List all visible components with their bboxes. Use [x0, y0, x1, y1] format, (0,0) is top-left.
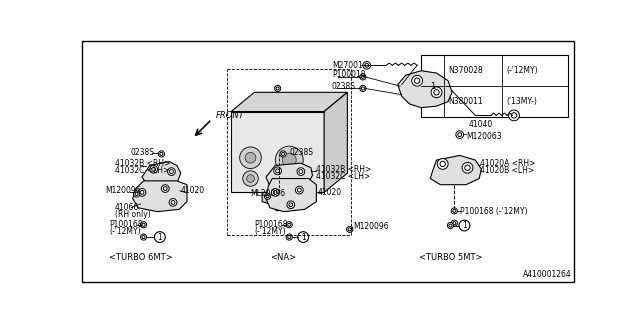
Text: (-'12MY): (-'12MY) [254, 227, 286, 236]
Bar [421, 55, 568, 117]
Circle shape [275, 146, 303, 174]
Text: 1: 1 [462, 221, 467, 230]
Circle shape [456, 131, 463, 139]
Circle shape [246, 175, 254, 182]
Text: 41020: 41020 [317, 188, 341, 197]
Text: (-'12MY): (-'12MY) [109, 227, 141, 236]
Circle shape [462, 162, 473, 173]
Text: 41032B <RH>: 41032B <RH> [316, 165, 372, 174]
Text: 1: 1 [430, 82, 435, 91]
Text: 0238S: 0238S [131, 148, 154, 157]
Text: N380011: N380011 [448, 97, 483, 106]
Text: M120096: M120096 [105, 186, 140, 195]
Polygon shape [266, 179, 316, 212]
Circle shape [297, 168, 305, 175]
Text: A410001264: A410001264 [523, 270, 572, 279]
Circle shape [437, 158, 448, 169]
Circle shape [134, 191, 140, 197]
Circle shape [451, 208, 458, 214]
Text: 41040: 41040 [469, 120, 493, 129]
Text: P100168: P100168 [109, 220, 143, 229]
Polygon shape [142, 162, 180, 188]
Polygon shape [132, 181, 187, 212]
Circle shape [447, 222, 454, 228]
Text: FRONT: FRONT [216, 111, 244, 120]
Circle shape [150, 165, 157, 173]
Circle shape [275, 85, 281, 92]
Circle shape [412, 75, 422, 86]
Text: 41032C <LH>: 41032C <LH> [115, 165, 169, 175]
Polygon shape [397, 71, 452, 108]
Text: 41032B <RH>: 41032B <RH> [115, 159, 170, 168]
Circle shape [271, 188, 279, 196]
Text: P100018: P100018 [332, 70, 365, 79]
Circle shape [451, 220, 458, 226]
Text: 41020A <RH>: 41020A <RH> [480, 159, 535, 168]
Text: <NA>: <NA> [270, 253, 296, 262]
Circle shape [285, 176, 294, 186]
Circle shape [298, 232, 308, 243]
Circle shape [363, 61, 371, 69]
Polygon shape [262, 192, 293, 206]
Text: N370028: N370028 [448, 66, 483, 75]
Text: 1: 1 [157, 233, 162, 242]
Circle shape [360, 74, 366, 80]
Text: 41020B <LH>: 41020B <LH> [480, 165, 534, 175]
Text: P100168 (-'12MY): P100168 (-'12MY) [460, 207, 527, 216]
Circle shape [140, 222, 147, 228]
Circle shape [154, 232, 165, 243]
Circle shape [245, 152, 256, 163]
Circle shape [280, 151, 286, 157]
Polygon shape [430, 156, 481, 185]
Circle shape [168, 168, 175, 175]
Text: <TURBO 5MT>: <TURBO 5MT> [419, 253, 482, 262]
Text: 41032C <LH>: 41032C <LH> [316, 172, 371, 181]
Text: M27001: M27001 [332, 61, 363, 70]
Text: ('13MY-): ('13MY-) [506, 97, 537, 106]
Text: 0238S: 0238S [289, 148, 313, 157]
Circle shape [161, 185, 169, 192]
Text: 0238S: 0238S [332, 83, 356, 92]
Circle shape [431, 87, 442, 98]
Circle shape [239, 147, 261, 169]
Circle shape [286, 234, 292, 240]
Text: 41066: 41066 [115, 203, 139, 212]
Circle shape [280, 172, 298, 190]
Polygon shape [266, 163, 312, 189]
Text: ML20096: ML20096 [250, 189, 285, 198]
Text: M120063: M120063 [466, 132, 502, 141]
Circle shape [282, 153, 296, 167]
Text: P100168: P100168 [254, 220, 288, 229]
Circle shape [347, 226, 353, 232]
Circle shape [286, 222, 292, 228]
Text: <TURBO 6MT>: <TURBO 6MT> [109, 253, 172, 262]
Text: 41020: 41020 [180, 186, 205, 195]
Text: M120096: M120096 [353, 222, 388, 231]
Circle shape [158, 151, 164, 157]
Circle shape [509, 110, 520, 121]
Circle shape [296, 186, 303, 194]
Circle shape [264, 193, 271, 199]
Circle shape [243, 171, 259, 186]
Circle shape [360, 85, 366, 92]
Circle shape [459, 220, 470, 231]
Text: (-'12MY): (-'12MY) [506, 66, 538, 75]
Circle shape [138, 188, 146, 196]
Circle shape [426, 79, 440, 93]
Circle shape [287, 201, 294, 209]
Text: 1: 1 [301, 233, 305, 242]
Polygon shape [231, 112, 324, 192]
Circle shape [169, 198, 177, 206]
Text: (RH only): (RH only) [115, 210, 150, 219]
Circle shape [274, 167, 282, 175]
Circle shape [275, 205, 281, 211]
Polygon shape [324, 92, 348, 192]
Polygon shape [231, 92, 348, 112]
Circle shape [140, 234, 147, 240]
